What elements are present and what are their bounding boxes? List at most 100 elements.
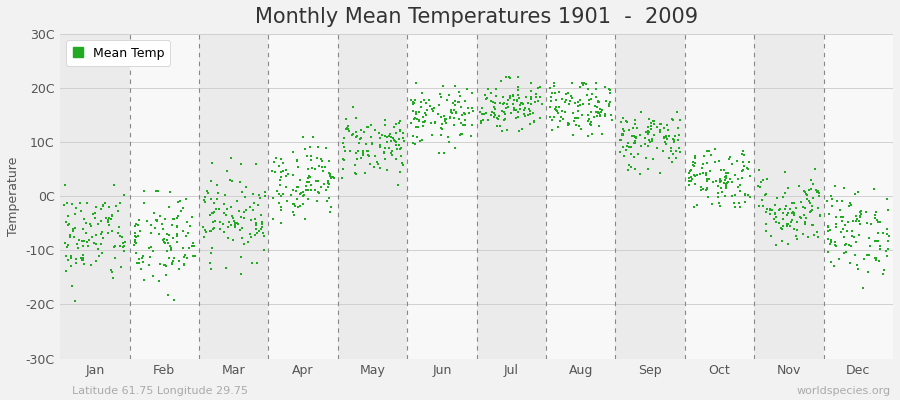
Point: [770, 242, 784, 248]
Point: [170, 231, 184, 237]
Point: [146, 272, 160, 279]
Point: [752, 203, 766, 209]
Point: [248, 226, 263, 232]
Point: [547, 105, 562, 112]
Point: [529, 91, 544, 97]
Point: [829, 220, 843, 227]
Point: [408, 115, 422, 122]
Point: [850, 189, 865, 196]
Point: [319, 187, 333, 194]
Point: [614, 119, 628, 125]
Point: [336, 140, 350, 147]
Point: [688, 160, 703, 166]
Point: [284, 192, 299, 198]
Point: [702, 176, 716, 182]
Point: [74, 255, 88, 262]
Point: [507, 104, 521, 111]
Point: [162, 204, 176, 210]
Point: [546, 114, 561, 120]
Point: [425, 132, 439, 138]
Point: [246, 207, 260, 214]
Point: [688, 173, 703, 179]
Point: [627, 138, 642, 144]
Point: [456, 122, 471, 128]
Point: [448, 83, 463, 90]
Point: [555, 115, 570, 122]
Point: [404, 97, 419, 104]
Point: [217, 228, 231, 235]
Point: [101, 219, 115, 225]
Point: [337, 156, 351, 162]
Point: [620, 118, 634, 125]
Point: [559, 91, 573, 97]
Point: [61, 213, 76, 220]
Point: [694, 187, 708, 194]
Point: [629, 125, 643, 131]
Point: [337, 157, 351, 164]
Point: [802, 198, 816, 204]
Point: [688, 153, 702, 159]
Point: [572, 108, 586, 114]
Point: [128, 230, 142, 236]
Point: [523, 120, 537, 127]
Point: [252, 228, 266, 234]
Point: [698, 170, 713, 176]
Point: [860, 252, 874, 258]
Point: [348, 134, 363, 140]
Point: [810, 234, 824, 240]
Point: [732, 200, 746, 206]
Point: [850, 239, 864, 246]
Point: [499, 74, 513, 80]
Point: [208, 218, 222, 224]
Point: [204, 250, 219, 257]
Point: [256, 247, 271, 253]
Point: [583, 109, 598, 115]
Point: [868, 238, 882, 244]
Point: [367, 164, 382, 170]
Point: [834, 228, 849, 235]
Point: [526, 118, 541, 124]
Point: [220, 168, 234, 174]
Point: [272, 200, 286, 206]
Point: [256, 233, 271, 240]
Point: [162, 255, 176, 261]
Point: [629, 134, 643, 140]
Point: [144, 222, 158, 228]
Point: [615, 132, 629, 138]
Point: [773, 206, 788, 213]
Point: [643, 137, 657, 143]
Point: [626, 125, 640, 131]
Point: [447, 102, 462, 108]
Point: [544, 94, 558, 100]
Point: [148, 188, 163, 194]
Point: [788, 200, 802, 207]
Point: [846, 218, 860, 224]
Point: [590, 110, 605, 116]
Point: [464, 133, 479, 140]
Point: [349, 133, 364, 139]
Point: [870, 219, 885, 225]
Point: [524, 96, 538, 102]
Point: [418, 118, 432, 124]
Point: [647, 132, 662, 138]
Point: [672, 149, 687, 156]
Point: [627, 117, 642, 124]
Point: [244, 234, 258, 240]
Point: [504, 110, 518, 116]
Point: [323, 173, 338, 179]
Point: [842, 260, 857, 266]
Point: [639, 155, 653, 161]
Point: [593, 112, 608, 118]
Point: [296, 134, 310, 140]
Point: [731, 184, 745, 190]
Point: [117, 248, 131, 254]
Point: [393, 168, 408, 175]
Point: [129, 220, 143, 227]
Point: [415, 90, 429, 96]
Point: [424, 120, 438, 126]
Point: [737, 192, 751, 198]
Point: [481, 86, 495, 93]
Point: [701, 194, 716, 200]
Point: [116, 240, 130, 246]
Point: [354, 126, 368, 133]
